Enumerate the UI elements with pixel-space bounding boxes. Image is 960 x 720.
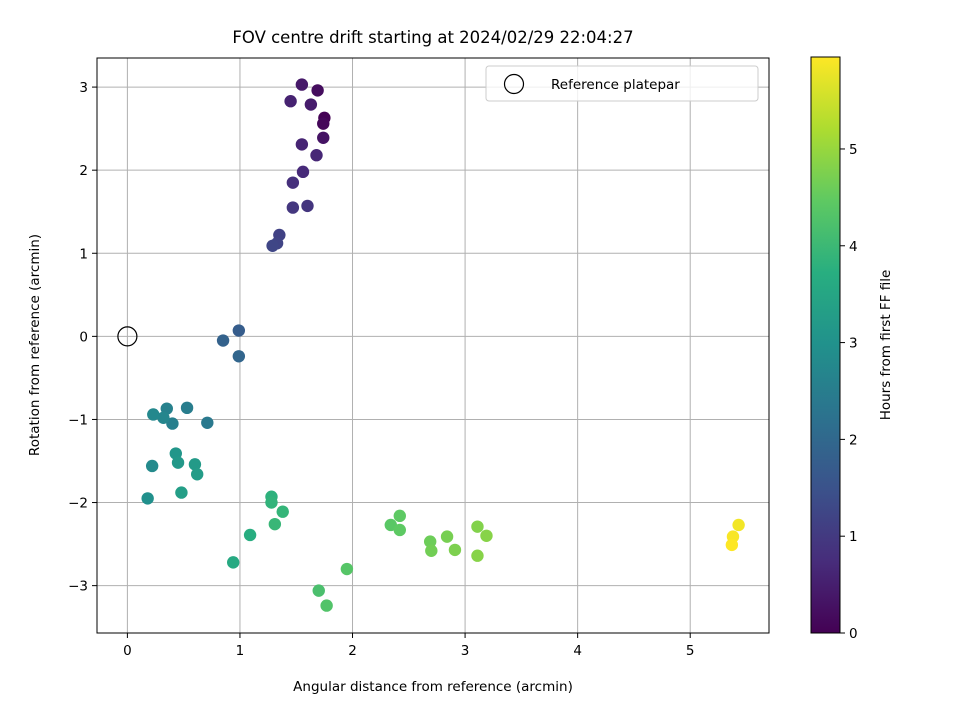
data-points: [141, 78, 745, 612]
data-point: [188, 458, 202, 471]
legend-entry-reference: Reference platepar: [551, 77, 680, 93]
x-tick-label: 5: [686, 643, 695, 659]
y-tick-label: 0: [79, 329, 88, 345]
x-tick-label: 3: [461, 643, 470, 659]
data-point: [320, 599, 333, 612]
data-point: [141, 492, 154, 505]
data-point: [180, 401, 194, 415]
colorbar: 0 1 2 3 4 5 Hours from first FF file: [810, 56, 894, 642]
data-point: [295, 138, 309, 151]
y-tick-label: −2: [68, 496, 88, 512]
legend: Reference platepar: [485, 65, 759, 102]
y-tick-label: 3: [79, 80, 88, 96]
data-point: [157, 411, 170, 424]
x-tick-label: 1: [236, 643, 245, 659]
legend-marker-icon: [503, 73, 525, 95]
data-point: [276, 505, 289, 518]
data-point: [296, 165, 310, 179]
legend-box: [485, 65, 759, 102]
data-point: [393, 509, 406, 523]
data-point: [340, 562, 354, 576]
x-tick-label: 2: [348, 643, 357, 659]
data-point: [295, 78, 309, 91]
reference-marker-group: [117, 326, 138, 347]
y-axis-ticks: −3 −2 −1 0 1 2 3: [68, 80, 97, 595]
data-point: [284, 95, 297, 108]
y-tick-label: 1: [79, 246, 88, 262]
data-point: [216, 334, 230, 347]
data-point: [145, 459, 159, 473]
data-point: [471, 549, 484, 562]
data-point: [166, 417, 179, 430]
x-tick-label: 0: [123, 643, 132, 659]
x-axis-label: Angular distance from reference (arcmin): [293, 679, 573, 695]
colorbar-ticks: 0 1 2 3 4 5: [840, 142, 858, 642]
data-point: [312, 584, 325, 597]
colorbar-tick-label: 5: [849, 142, 858, 158]
chart-title: FOV centre drift starting at 2024/02/29 …: [232, 28, 633, 47]
data-point: [301, 199, 314, 213]
colorbar-tick-label: 3: [849, 336, 858, 352]
colorbar-tick-label: 4: [849, 239, 858, 255]
data-point: [425, 544, 438, 557]
data-point: [304, 98, 318, 111]
data-point: [175, 486, 188, 499]
data-point: [471, 520, 484, 533]
colorbar-tick-label: 0: [849, 626, 858, 642]
data-point: [190, 468, 204, 481]
data-point: [201, 416, 214, 429]
data-point: [268, 517, 282, 531]
colorbar-gradient: [811, 57, 840, 633]
data-point: [317, 131, 330, 144]
data-point: [147, 408, 160, 421]
data-point: [423, 535, 437, 548]
data-point: [243, 528, 257, 542]
colorbar-frame: [810, 56, 841, 634]
data-point: [480, 529, 493, 542]
x-axis-ticks: 0 1 2 3 4 5: [123, 633, 695, 659]
data-point: [732, 518, 745, 532]
data-point: [310, 149, 323, 162]
colorbar-tick-label: 1: [849, 529, 858, 545]
data-point: [232, 324, 246, 337]
y-axis-label: Rotation from reference (arcmin): [27, 234, 43, 456]
plot-frame: [96, 57, 770, 634]
data-point: [286, 201, 300, 214]
data-point: [393, 523, 406, 537]
data-point: [227, 556, 240, 569]
data-point: [448, 543, 462, 557]
data-point: [725, 538, 739, 552]
data-point: [265, 496, 278, 509]
y-tick-label: −1: [68, 412, 88, 428]
y-tick-label: −3: [68, 579, 88, 595]
data-point: [171, 456, 185, 469]
data-point: [317, 117, 330, 130]
x-tick-label: 4: [573, 643, 582, 659]
data-point: [311, 84, 324, 97]
data-point: [286, 176, 300, 189]
colorbar-label: Hours from first FF file: [878, 270, 894, 421]
colorbar-tick-label: 2: [849, 432, 858, 448]
data-point: [232, 350, 246, 363]
y-tick-label: 2: [79, 163, 88, 179]
data-point: [266, 239, 279, 252]
reference-marker: [117, 326, 138, 347]
data-point: [440, 530, 454, 543]
